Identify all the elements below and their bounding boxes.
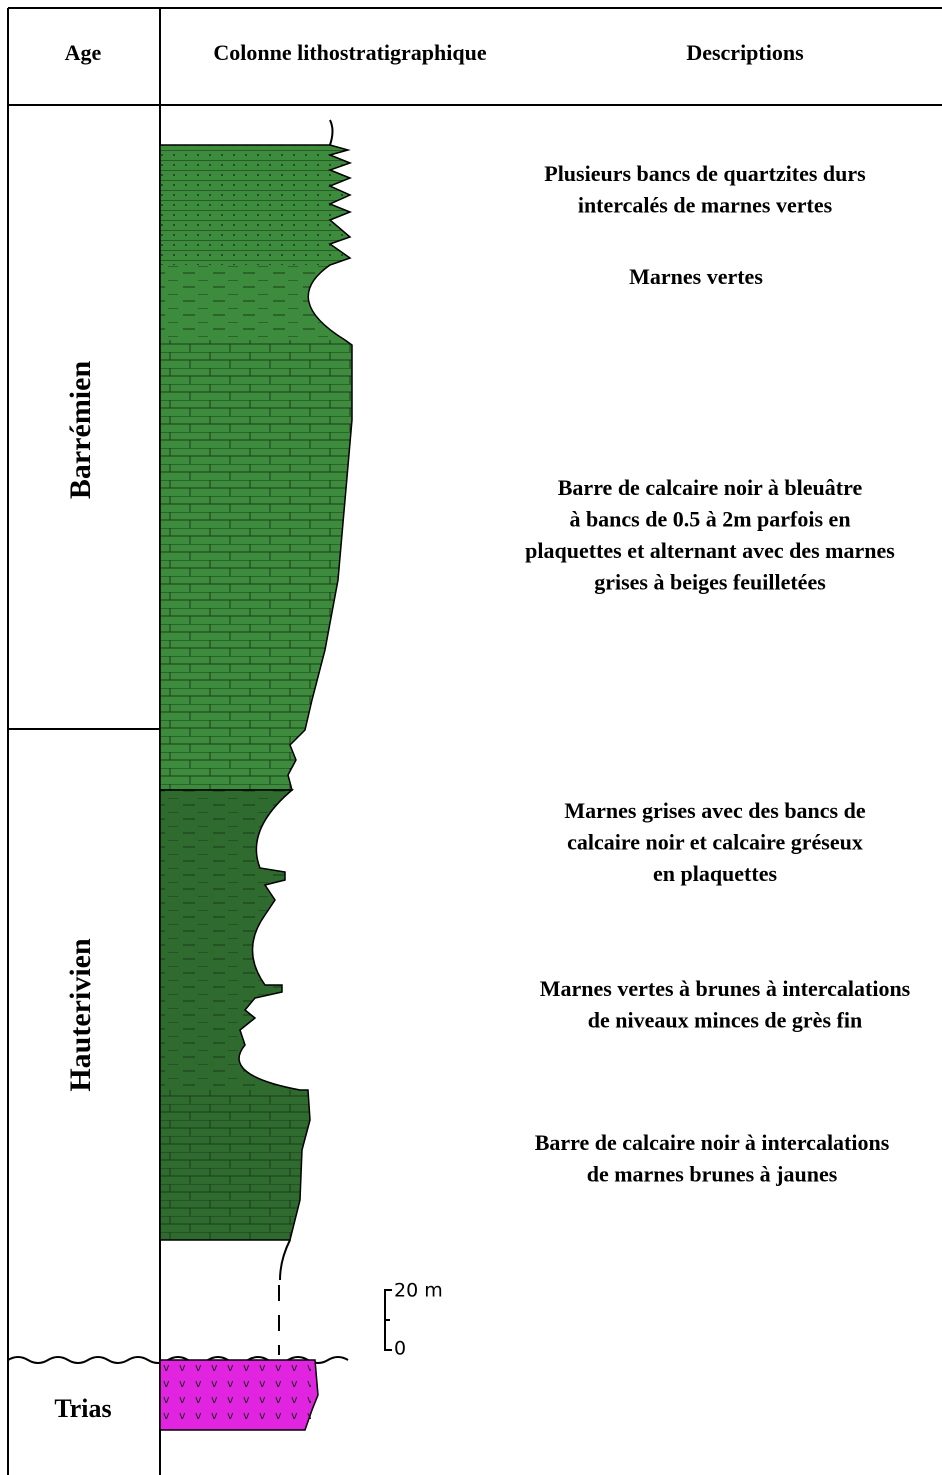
- barremian-pattern: [160, 145, 360, 790]
- age-label: Barrémien: [64, 361, 97, 500]
- description-line: grises à beiges feuilletées: [594, 570, 826, 595]
- description-line: calcaire noir et calcaire gréseux: [567, 830, 863, 855]
- age-label: Trias: [54, 1394, 111, 1423]
- description-line: Marnes vertes à brunes à intercalations: [540, 976, 911, 1001]
- description-line: Barre de calcaire noir à bleuâtre: [558, 475, 863, 500]
- description-line: Marnes vertes: [629, 264, 763, 289]
- scale-bottom: 0: [394, 1338, 406, 1360]
- description-line: Plusieurs bancs de quartzites durs: [544, 161, 866, 186]
- description-line: à bancs de 0.5 à 2m parfois en: [569, 507, 850, 532]
- description-line: en plaquettes: [653, 861, 778, 886]
- column-continue: [280, 1240, 290, 1280]
- description-line: plaquettes et alternant avec des marnes: [525, 538, 895, 563]
- hauterivian-pattern: [160, 790, 360, 1240]
- age-label: Hauterivien: [64, 938, 97, 1092]
- header-column: Colonne lithostratigraphique: [213, 40, 486, 65]
- column-top: [330, 120, 333, 145]
- description-line: Marnes grises avec des bancs de: [564, 798, 865, 823]
- strat-column: v Age Colonne lithostratigraphique Descr…: [0, 0, 942, 1475]
- scale-bar: [385, 1290, 392, 1350]
- description-line: de marnes brunes à jaunes: [587, 1162, 838, 1187]
- trias-pattern: [161, 1362, 311, 1428]
- scale-top: 20 m: [394, 1280, 443, 1302]
- description-line: de niveaux minces de grès fin: [588, 1008, 862, 1033]
- description-line: Barre de calcaire noir à intercalations: [535, 1130, 890, 1155]
- header-descriptions: Descriptions: [686, 40, 804, 65]
- description-line: intercalés de marnes vertes: [578, 193, 833, 218]
- header-age: Age: [65, 40, 102, 65]
- descriptions: Plusieurs bancs de quartzites durs interc…: [525, 161, 911, 1187]
